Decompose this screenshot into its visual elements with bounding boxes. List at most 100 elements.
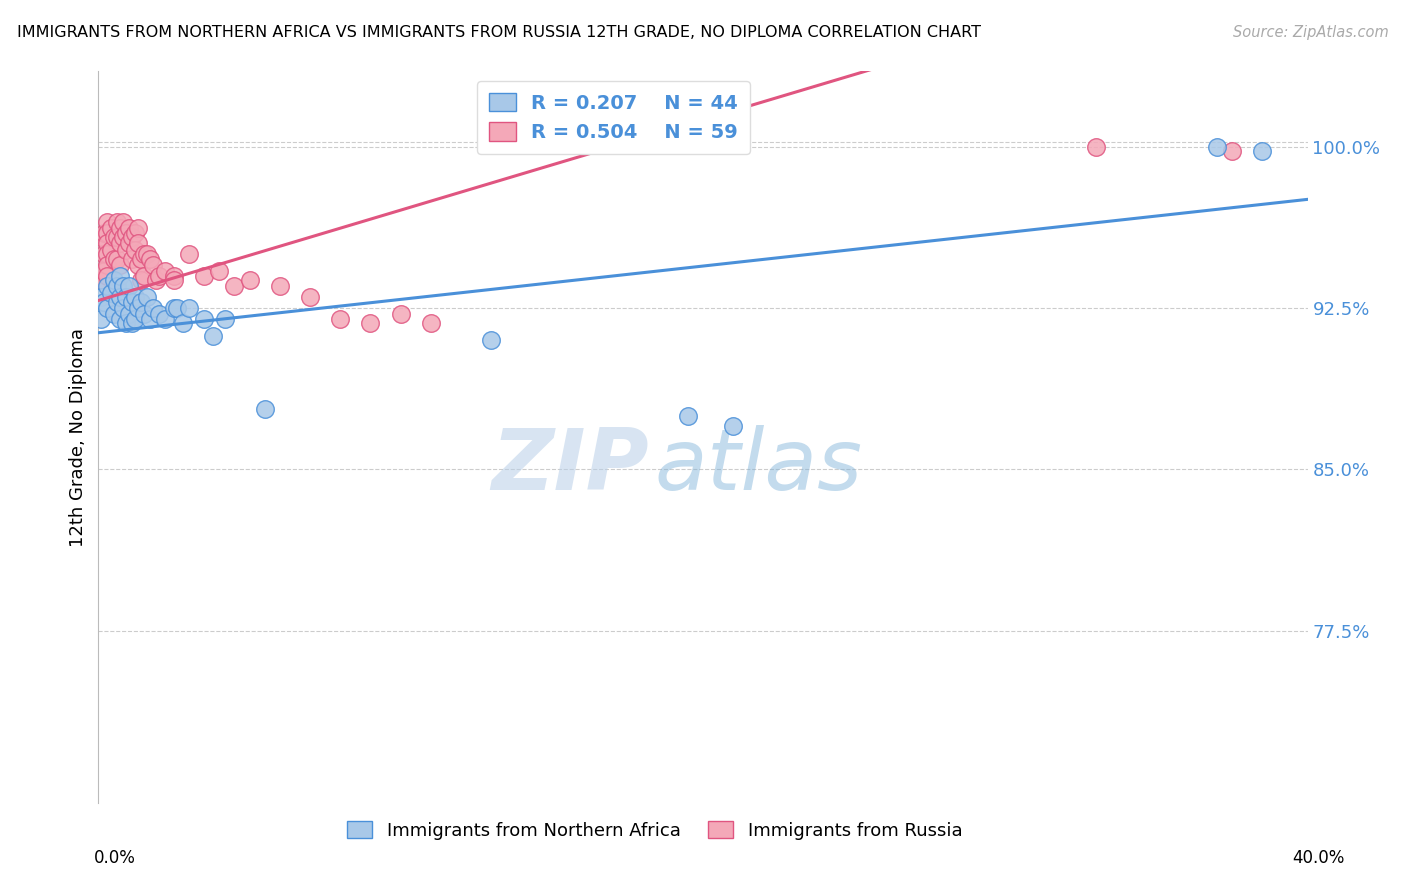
Point <box>153 311 176 326</box>
Point <box>135 247 157 261</box>
Point <box>132 268 155 283</box>
Point <box>100 243 122 257</box>
Point <box>93 264 115 278</box>
Point <box>96 247 118 261</box>
Point <box>103 252 125 266</box>
Legend: Immigrants from Northern Africa, Immigrants from Russia: Immigrants from Northern Africa, Immigra… <box>337 812 972 848</box>
Point <box>108 268 131 283</box>
Point <box>100 285 122 300</box>
Point <box>121 230 143 244</box>
Y-axis label: 12th Grade, No Diploma: 12th Grade, No Diploma <box>69 327 87 547</box>
Point <box>121 316 143 330</box>
Point <box>124 243 146 257</box>
Point <box>214 311 236 326</box>
Point <box>114 290 136 304</box>
Point <box>100 221 122 235</box>
Point <box>108 311 131 326</box>
Text: 0.0%: 0.0% <box>94 849 136 867</box>
Point <box>127 221 149 235</box>
Point <box>96 268 118 283</box>
Text: atlas: atlas <box>655 425 863 508</box>
Point <box>360 316 382 330</box>
Point <box>132 247 155 261</box>
Point <box>389 308 412 322</box>
Point <box>1085 139 1108 153</box>
Point <box>129 273 152 287</box>
Point <box>108 258 131 272</box>
Point <box>145 273 167 287</box>
Text: ZIP: ZIP <box>491 425 648 508</box>
Point <box>179 247 201 261</box>
Point <box>108 236 131 251</box>
Point <box>96 258 118 272</box>
Point <box>118 279 141 293</box>
Point <box>118 308 141 322</box>
Point <box>299 290 322 304</box>
Point <box>105 215 128 229</box>
Point <box>96 279 118 293</box>
Point <box>127 301 149 315</box>
Point <box>239 273 262 287</box>
Point <box>142 301 165 315</box>
Point <box>90 311 112 326</box>
Point <box>90 230 112 244</box>
Point <box>127 236 149 251</box>
Point <box>269 279 291 293</box>
Point <box>103 308 125 322</box>
Point <box>105 294 128 309</box>
Point <box>124 226 146 240</box>
Point <box>481 333 503 347</box>
Point <box>163 268 186 283</box>
Point <box>208 264 231 278</box>
Point <box>114 226 136 240</box>
Point <box>121 294 143 309</box>
Point <box>148 308 170 322</box>
Point <box>108 290 131 304</box>
Point <box>111 301 134 315</box>
Point <box>93 247 115 261</box>
Point <box>90 290 112 304</box>
Point <box>163 301 186 315</box>
Point <box>108 221 131 235</box>
Point <box>253 402 276 417</box>
Point <box>124 290 146 304</box>
Point <box>121 252 143 266</box>
Point <box>96 226 118 240</box>
Point <box>129 294 152 309</box>
Point <box>105 279 128 293</box>
Point <box>111 230 134 244</box>
Point <box>103 273 125 287</box>
Point <box>96 215 118 229</box>
Point <box>135 290 157 304</box>
Point <box>132 308 155 322</box>
Point <box>90 273 112 287</box>
Point <box>1220 144 1243 158</box>
Point <box>166 301 188 315</box>
Point <box>118 221 141 235</box>
Text: Source: ZipAtlas.com: Source: ZipAtlas.com <box>1233 25 1389 40</box>
Point <box>420 316 443 330</box>
Point <box>124 311 146 326</box>
Point <box>1206 139 1229 153</box>
Point <box>172 316 194 330</box>
Text: 40.0%: 40.0% <box>1292 849 1346 867</box>
Point <box>114 316 136 330</box>
Point <box>114 243 136 257</box>
Point <box>179 301 201 315</box>
Point <box>111 279 134 293</box>
Point <box>96 236 118 251</box>
Point <box>93 226 115 240</box>
Point <box>153 264 176 278</box>
Point <box>139 311 162 326</box>
Point <box>105 230 128 244</box>
Point <box>103 230 125 244</box>
Point <box>202 329 225 343</box>
Point <box>676 409 699 423</box>
Point <box>1251 144 1274 158</box>
Point <box>139 252 162 266</box>
Point <box>118 236 141 251</box>
Point <box>93 294 115 309</box>
Point <box>329 311 352 326</box>
Point <box>193 268 215 283</box>
Point <box>129 252 152 266</box>
